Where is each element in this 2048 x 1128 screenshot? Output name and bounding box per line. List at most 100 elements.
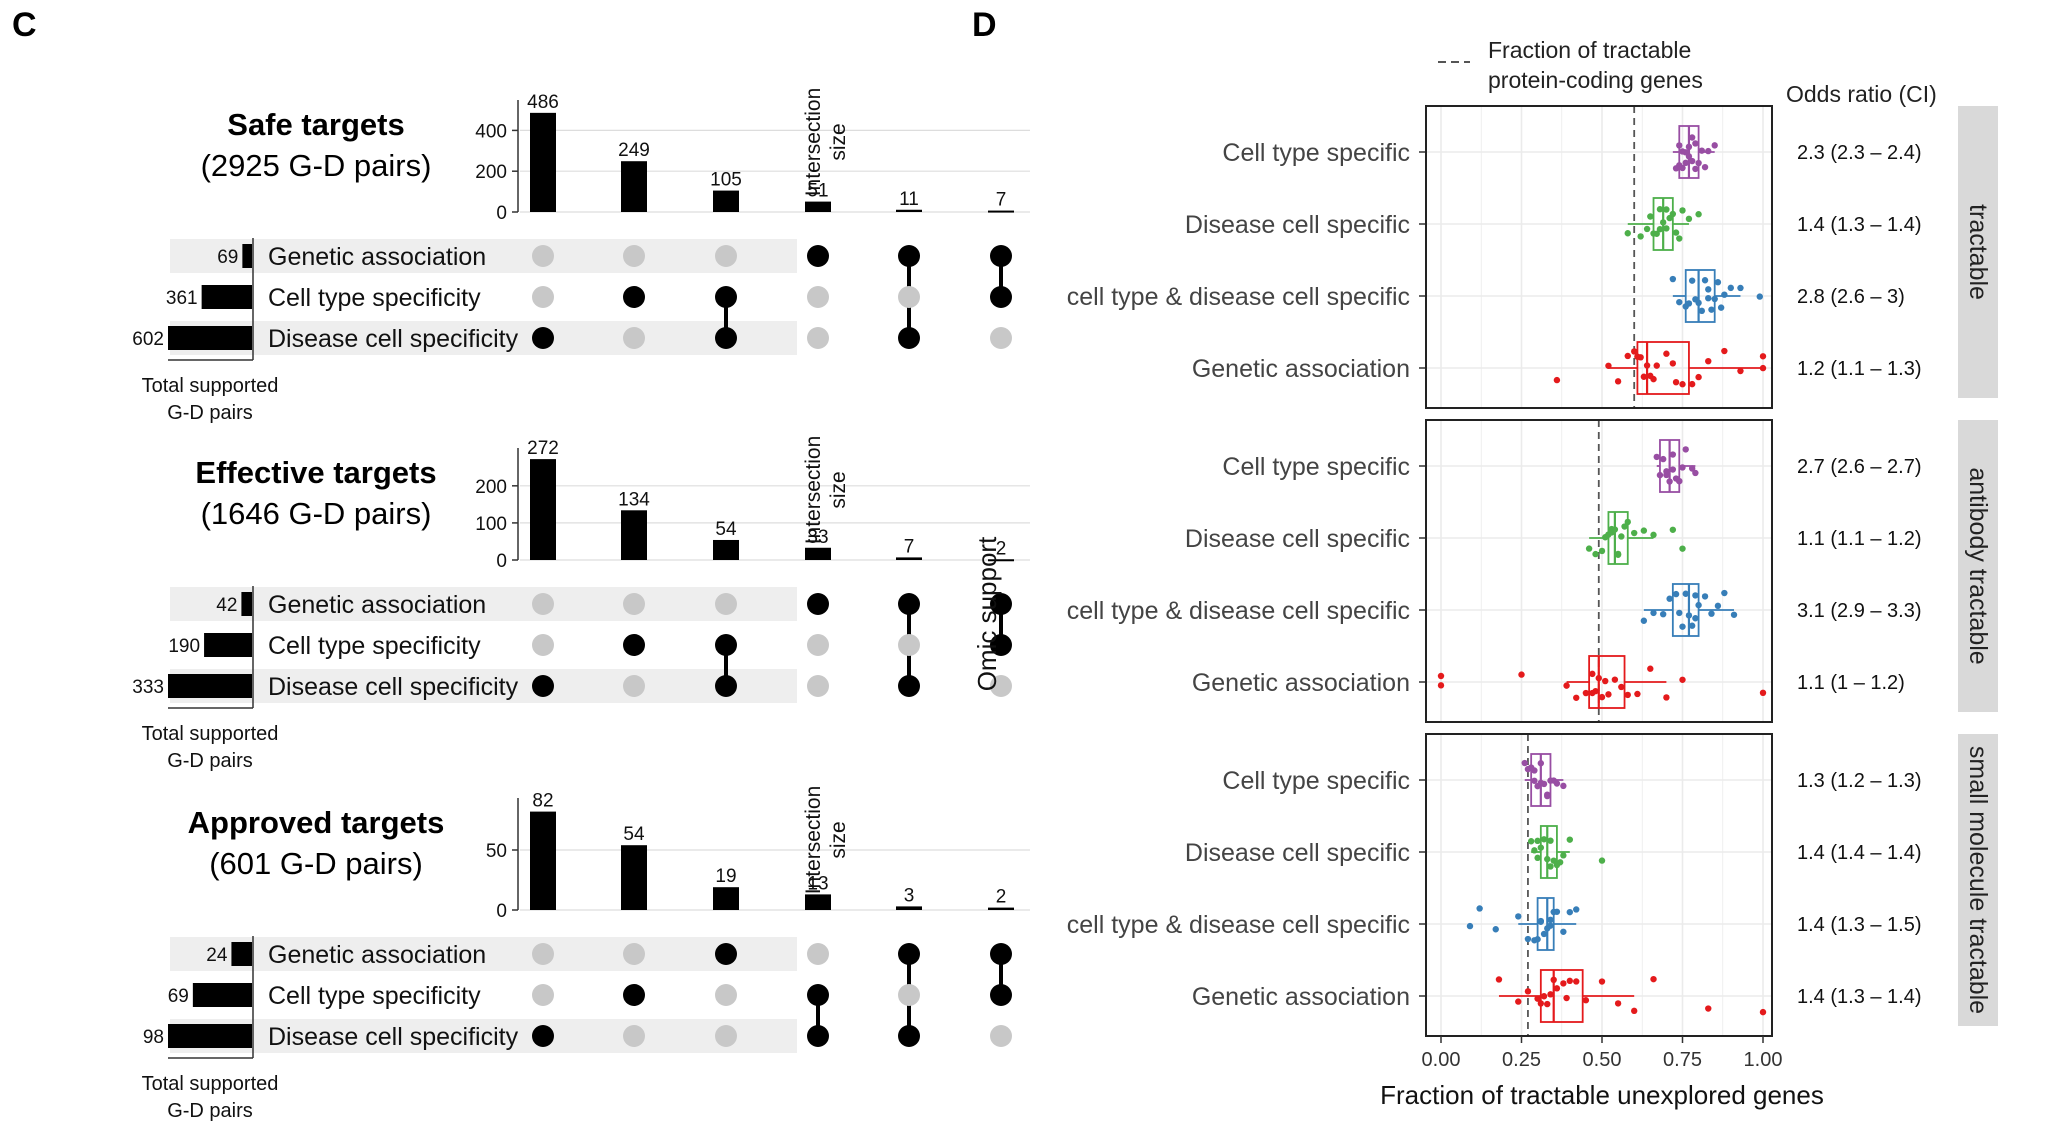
data-point (1663, 225, 1670, 232)
intersection-bar (530, 459, 556, 560)
data-point (1614, 1000, 1622, 1007)
intersection-bar-label: 105 (710, 170, 742, 191)
intersection-bar (988, 210, 1014, 213)
data-point (1669, 526, 1677, 533)
odds-ratio-value: 1.2 (1.1 – 1.3) (1797, 358, 1922, 380)
data-point (1643, 225, 1651, 233)
membership-dot-inactive (990, 675, 1012, 697)
upset-subtitle: (2925 G-D pairs) (201, 148, 432, 183)
data-point (1495, 976, 1503, 983)
data-point (1756, 293, 1763, 300)
data-point (1685, 612, 1693, 619)
upset-y-tick-label: 100 (475, 514, 507, 535)
data-point (1682, 590, 1689, 597)
membership-dot-active (898, 943, 920, 965)
upset-chart-safe-targets: Safe targets (2925 G-D pairs) 0 200 400 Inter… (132, 88, 1030, 424)
data-point (1640, 373, 1648, 380)
data-point (1553, 780, 1561, 787)
data-point (1692, 469, 1699, 477)
data-point (1560, 782, 1567, 790)
data-point (1524, 935, 1532, 943)
data-point (1540, 836, 1548, 843)
membership-dot-inactive (623, 327, 645, 349)
matrix-row-stripe (170, 1019, 797, 1053)
data-point (1521, 759, 1528, 767)
membership-dot-active (990, 593, 1012, 615)
data-point (1708, 610, 1715, 617)
set-size-bar (241, 592, 252, 616)
data-point (1634, 690, 1641, 698)
data-point (1573, 906, 1580, 913)
set-name-label: Cell type specificity (268, 284, 481, 312)
data-point (1556, 859, 1564, 866)
data-point (1631, 348, 1638, 355)
membership-dot-inactive (623, 1025, 645, 1047)
membership-dot-inactive (898, 634, 920, 656)
membership-dot-inactive (623, 943, 645, 965)
data-point (1537, 918, 1545, 925)
x-axis-tick-label: 0.25 (1502, 1049, 1541, 1071)
data-point (1566, 836, 1574, 843)
data-point (1560, 980, 1567, 987)
category-label: Cell type specific (1222, 767, 1410, 795)
data-point (1547, 916, 1554, 924)
membership-dot-active (898, 1025, 920, 1047)
data-point (1708, 306, 1715, 313)
data-point (1598, 547, 1606, 555)
set-size-label: 602 (132, 329, 164, 350)
set-size-label: 69 (168, 986, 189, 1007)
intersection-bar-label: 2 (996, 538, 1007, 559)
data-point (1695, 211, 1702, 218)
intersection-bar-label: 54 (715, 519, 737, 540)
box-iqr (1588, 655, 1626, 709)
total-supported-label-2: G-D pairs (167, 1100, 253, 1122)
data-point (1695, 601, 1702, 609)
facet-panel-background (1426, 106, 1772, 408)
data-point (1685, 143, 1693, 151)
odds-ratio-value: 1.4 (1.3 – 1.4) (1797, 986, 1922, 1008)
data-point (1717, 304, 1725, 311)
data-point (1698, 147, 1706, 154)
intersection-size-label: Intersection (802, 786, 825, 895)
panel-d-label: D (972, 6, 997, 44)
set-size-bar (231, 942, 252, 966)
data-point (1631, 529, 1638, 537)
data-point (1669, 360, 1677, 367)
intersection-bar-label: 51 (807, 181, 828, 202)
membership-dot-active (898, 593, 920, 615)
membership-dot-active (715, 634, 737, 656)
set-name-label: Disease cell specificity (268, 325, 519, 353)
data-point (1672, 378, 1680, 386)
data-point (1737, 367, 1744, 375)
data-point (1711, 295, 1718, 303)
upset-y-tick-label: 0 (496, 901, 507, 922)
data-point (1621, 523, 1628, 530)
set-size-bar (201, 285, 252, 309)
intersection-size-label: Intersection (802, 436, 825, 545)
intersection-bar-label: 272 (527, 438, 559, 459)
upset-title: Safe targets (227, 107, 404, 142)
data-point (1566, 908, 1574, 916)
data-point (1563, 682, 1570, 689)
data-point (1534, 837, 1541, 845)
category-label: Cell type specific (1222, 139, 1410, 167)
upset-y-tick-label: 200 (475, 162, 507, 183)
set-size-bar (168, 674, 252, 698)
data-point (1476, 905, 1483, 912)
intersection-size-label-2: size (827, 821, 850, 858)
facet-strip (1958, 420, 1998, 712)
x-axis-tick-label: 0.50 (1583, 1049, 1622, 1071)
data-point (1534, 995, 1541, 1002)
membership-dot-active (990, 943, 1012, 965)
upset-title: Approved targets (188, 805, 445, 840)
intersection-bar-label: 82 (532, 791, 553, 812)
upset-y-tick-label: 0 (496, 551, 507, 572)
intersection-bar (805, 547, 831, 560)
intersection-bar (988, 559, 1014, 562)
data-point (1595, 674, 1602, 682)
data-point (1582, 689, 1590, 697)
odds-ratio-value: 1.4 (1.3 – 1.5) (1797, 914, 1922, 936)
facet-strip-label: small molecule tractable (1964, 746, 1992, 1014)
membership-dot-inactive (898, 286, 920, 308)
intersection-bar-label: 486 (527, 92, 559, 113)
